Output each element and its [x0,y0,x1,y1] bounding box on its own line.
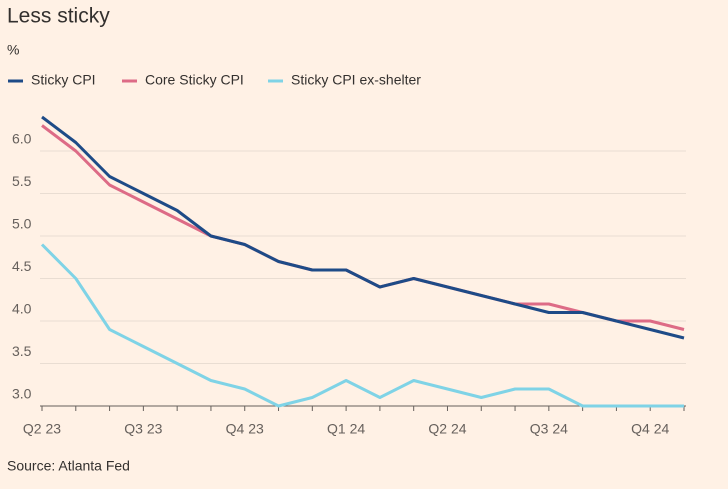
y-tick-label: 4.5 [12,258,32,274]
line-series [40,243,684,408]
x-tick-label: Q2 23 [23,421,61,437]
x-tick-label: Q1 24 [327,421,365,437]
y-tick-label: 5.5 [12,173,32,189]
y-tick-label: 3.5 [12,343,32,359]
x-tick-label: Q3 23 [124,421,162,437]
y-tick-label: 5.0 [12,216,32,232]
line-series [41,115,685,340]
x-tick-label: Q4 23 [226,421,264,437]
x-tick-label: Q2 24 [428,421,466,437]
x-tick-label: Q3 24 [530,421,568,437]
x-tick-label: Q4 24 [631,421,669,437]
chart-title: Less sticky [7,5,110,28]
y-axis-label: % [7,42,19,58]
y-tick-label: 4.0 [12,301,32,317]
legend-label: Sticky CPI ex-shelter [291,72,421,88]
line-series [41,124,685,331]
legend-label: Core Sticky CPI [145,72,244,88]
legend-label: Sticky CPI [31,72,96,88]
y-tick-label: 6.0 [12,131,32,147]
source: Source: Atlanta Fed [7,458,130,474]
y-tick-label: 3.0 [12,386,32,402]
